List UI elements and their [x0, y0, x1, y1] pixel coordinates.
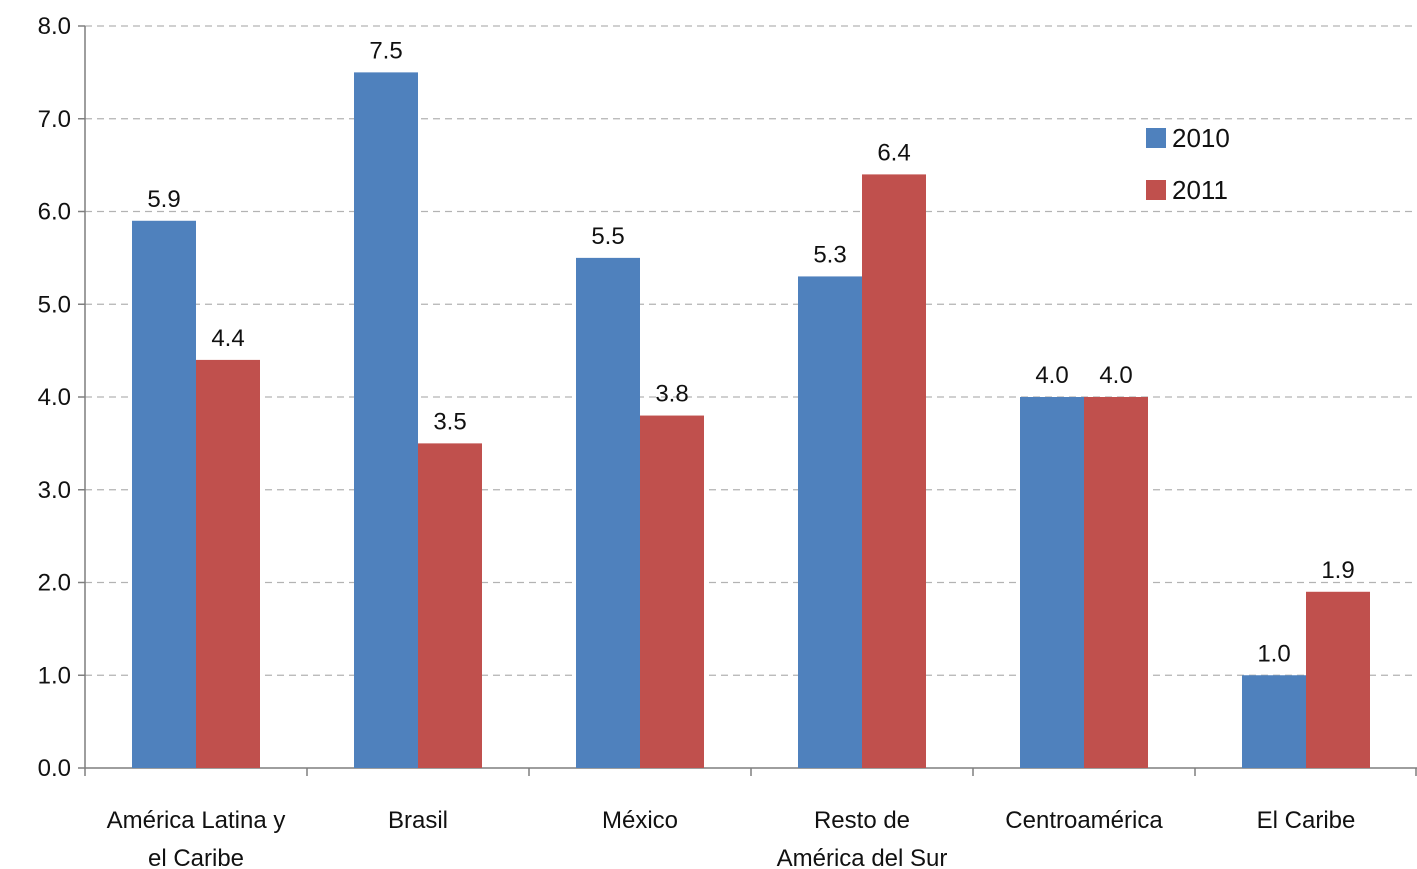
- y-tick-label: 3.0: [38, 477, 71, 504]
- data-labels: 5.9 7.5 5.5 5.3 4.0 1.0 4.4 3.5 3.8 6.4 4.0 1.9: [147, 37, 1354, 667]
- bar-2011: [640, 415, 704, 768]
- bar-2010: [132, 220, 196, 768]
- category-label: El Caribe: [1257, 807, 1356, 834]
- bar-2011: [196, 359, 260, 768]
- category-label: América del Sur: [777, 845, 948, 869]
- bar-2011: [1306, 591, 1370, 768]
- category-label: el Caribe: [148, 845, 244, 869]
- category-label: Centroamérica: [1005, 807, 1163, 834]
- y-tick-label: 5.0: [38, 291, 71, 318]
- legend-label: 2011: [1172, 175, 1228, 205]
- data-label: 3.8: [655, 381, 688, 408]
- data-label: 4.4: [211, 325, 244, 352]
- category-label: América Latina y: [107, 807, 286, 834]
- legend-label: 2010: [1172, 123, 1230, 153]
- bar-2011: [1084, 397, 1148, 768]
- data-label: 3.5: [433, 408, 466, 435]
- y-tick-label: 6.0: [38, 199, 71, 226]
- bar-2010: [354, 72, 418, 768]
- data-label: 5.3: [813, 241, 846, 268]
- bar-2011: [418, 443, 482, 768]
- category-label: Brasil: [388, 807, 448, 834]
- legend-swatch: [1146, 128, 1166, 148]
- y-tick-label: 8.0: [38, 13, 71, 40]
- gridlines: [85, 25, 1417, 676]
- axes: [78, 25, 1417, 776]
- bar-2010: [1020, 397, 1084, 768]
- data-label: 7.5: [369, 37, 402, 64]
- data-label: 5.5: [591, 223, 624, 250]
- data-label: 1.0: [1257, 640, 1290, 667]
- bar-2011: [862, 174, 926, 768]
- bars: [132, 72, 1370, 768]
- legend: 2010 2011: [1146, 123, 1230, 205]
- y-tick-label: 4.0: [38, 384, 71, 411]
- data-label: 4.0: [1099, 362, 1132, 389]
- data-label: 6.4: [877, 139, 910, 166]
- y-tick-label: 7.0: [38, 106, 71, 133]
- bar-2010: [576, 257, 640, 768]
- bar-2010: [798, 276, 862, 768]
- bar-2010: [1242, 675, 1306, 768]
- data-label: 1.9: [1321, 557, 1354, 584]
- data-label: 4.0: [1035, 362, 1068, 389]
- legend-swatch: [1146, 180, 1166, 200]
- y-tick-label: 1.0: [38, 662, 71, 689]
- y-tick-label: 0.0: [38, 755, 71, 782]
- y-tick-label: 2.0: [38, 570, 71, 597]
- category-label: México: [602, 807, 678, 834]
- tick-labels: 0.0 1.0 2.0 3.0 4.0 5.0 6.0 7.0 8.0 América Latin…: [38, 13, 1356, 869]
- category-label: Resto de: [814, 807, 910, 834]
- data-label: 5.9: [147, 186, 180, 213]
